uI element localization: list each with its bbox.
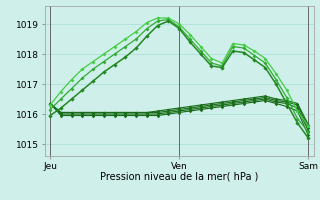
X-axis label: Pression niveau de la mer( hPa ): Pression niveau de la mer( hPa ) [100,172,258,182]
